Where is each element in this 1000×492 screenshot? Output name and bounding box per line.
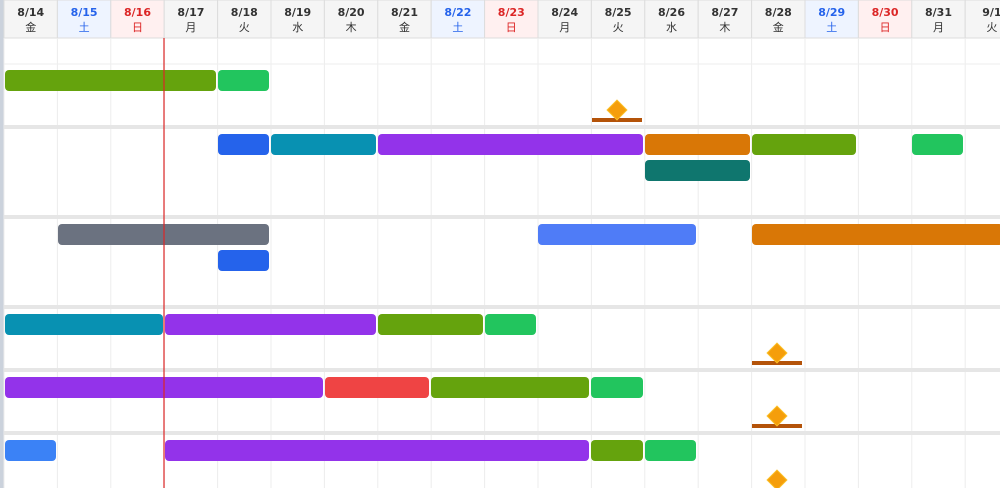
header-date: 9/1 xyxy=(982,6,1000,19)
header-weekday: 金 xyxy=(773,20,784,34)
task-bar xyxy=(165,314,376,335)
header-date: 8/23 xyxy=(498,6,525,19)
milestone xyxy=(766,469,788,491)
header-weekday: 木 xyxy=(346,21,357,34)
milestone xyxy=(606,99,628,121)
header-weekday: 月 xyxy=(933,21,944,34)
header-date: 8/24 xyxy=(551,6,578,19)
header-cell xyxy=(217,0,272,39)
milestone xyxy=(766,342,788,364)
header-date: 8/29 xyxy=(818,6,845,19)
header-cell xyxy=(804,0,859,39)
header-weekday: 金 xyxy=(25,20,36,34)
task-bar xyxy=(5,70,216,91)
header-date: 8/16 xyxy=(124,6,151,19)
task-bar xyxy=(378,314,483,335)
header-cell xyxy=(911,0,966,39)
header-date: 8/19 xyxy=(284,6,311,19)
header-weekday: 日 xyxy=(880,21,891,34)
task-bar xyxy=(752,134,856,155)
header-date: 8/30 xyxy=(872,6,899,19)
header-date: 8/31 xyxy=(925,6,952,19)
header-weekday: 月 xyxy=(185,21,196,34)
task-bar xyxy=(325,377,429,398)
task-bar xyxy=(485,314,536,335)
task-bar xyxy=(645,440,696,461)
header-date: 8/18 xyxy=(231,6,258,19)
task-bar xyxy=(431,377,589,398)
header-weekday: 金 xyxy=(399,20,410,34)
task-bar xyxy=(591,377,643,398)
task-bar xyxy=(218,70,269,91)
header-cell xyxy=(697,0,753,39)
header-date: 8/28 xyxy=(765,6,792,19)
header-weekday: 水 xyxy=(666,21,677,34)
task-bar xyxy=(591,440,643,461)
task-bar xyxy=(218,134,269,155)
header-date: 8/25 xyxy=(605,6,632,19)
header-weekday: 木 xyxy=(719,21,730,34)
milestone xyxy=(766,405,788,427)
task-bar xyxy=(165,440,589,461)
task-bar xyxy=(5,314,163,335)
task-bar xyxy=(645,134,750,155)
header-cell xyxy=(430,0,486,39)
left-edge xyxy=(0,0,4,488)
header-weekday: 月 xyxy=(559,21,570,34)
header-cell xyxy=(751,0,806,39)
task-bar xyxy=(5,440,56,461)
task-bar xyxy=(912,134,963,155)
header-weekday: 火 xyxy=(239,21,250,34)
header-cell xyxy=(270,0,325,39)
header-weekday: 日 xyxy=(132,21,143,34)
task-bar xyxy=(218,250,269,271)
header-cell xyxy=(163,0,219,39)
task-bar xyxy=(645,160,750,181)
header-cell xyxy=(644,0,699,39)
header-cell xyxy=(590,0,646,39)
header-cell xyxy=(964,0,1000,39)
header-weekday: 土 xyxy=(79,21,90,34)
header-cell xyxy=(3,0,58,39)
header-date: 8/22 xyxy=(444,6,471,19)
header-weekday: 日 xyxy=(506,21,517,34)
header-date: 8/20 xyxy=(338,6,365,19)
task-bar xyxy=(271,134,376,155)
task-bar xyxy=(378,134,643,155)
header-cell xyxy=(377,0,432,39)
header-weekday: 火 xyxy=(613,21,624,34)
task-bar xyxy=(752,224,1000,245)
header-date: 8/27 xyxy=(711,6,738,19)
header-weekday: 火 xyxy=(986,21,997,34)
header-date: 8/26 xyxy=(658,6,685,19)
header-date: 8/17 xyxy=(177,6,204,19)
header-date: 8/15 xyxy=(71,6,98,19)
header-date: 8/21 xyxy=(391,6,418,19)
header-weekday: 土 xyxy=(826,21,837,34)
task-bar xyxy=(538,224,696,245)
header-weekday: 土 xyxy=(452,21,463,34)
header-weekday: 水 xyxy=(292,21,303,34)
header-cell xyxy=(484,0,539,39)
header-date: 8/14 xyxy=(17,6,44,19)
